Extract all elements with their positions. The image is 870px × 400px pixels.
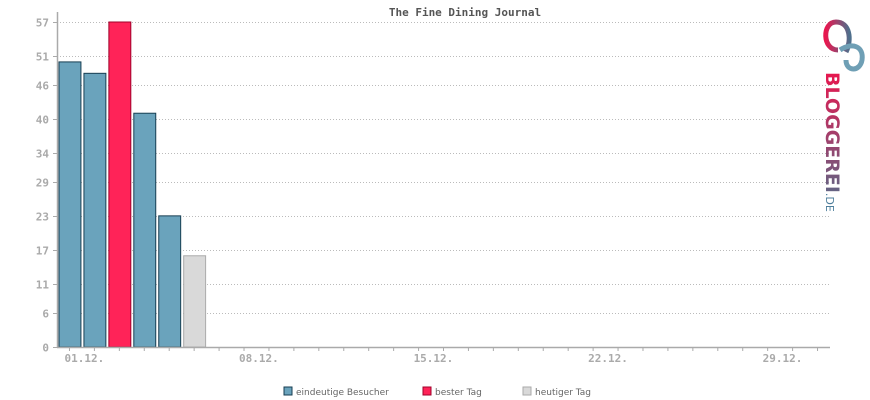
x-tick-label: 29.12. xyxy=(763,352,803,365)
legend-label: heutiger Tag xyxy=(535,388,591,398)
x-tick-label: 15.12. xyxy=(414,352,454,365)
y-tick-label: 46 xyxy=(36,80,50,93)
y-tick-label: 0 xyxy=(42,342,49,355)
legend-swatch xyxy=(422,386,432,396)
x-tick-label: 08.12. xyxy=(239,352,279,365)
y-tick-label: 57 xyxy=(36,17,49,30)
y-tick-label: 29 xyxy=(36,177,49,190)
legend-label: eindeutige Besucher xyxy=(296,388,389,398)
bar-01.12. xyxy=(58,61,82,348)
y-tick-label: 23 xyxy=(36,211,49,224)
y-tick-label: 6 xyxy=(42,308,49,321)
bar-05.12. xyxy=(158,215,182,348)
legend-swatch xyxy=(522,386,532,396)
logo-text: BLOGGEREI.DE xyxy=(821,72,843,212)
y-tick-label: 11 xyxy=(36,279,50,292)
legend-label: bester Tag xyxy=(435,388,482,398)
bar-03.12. xyxy=(108,21,132,348)
y-tick-label: 40 xyxy=(36,114,49,127)
y-tick-label: 34 xyxy=(36,148,50,161)
y-tick-label: 51 xyxy=(36,51,50,64)
x-tick-label: 01.12. xyxy=(64,352,104,365)
bar-04.12. xyxy=(133,112,157,348)
chart-title: The Fine Dining Journal xyxy=(389,6,541,19)
x-tick-label: 22.12. xyxy=(588,352,628,365)
y-tick-label: 17 xyxy=(36,245,49,258)
bar-02.12. xyxy=(83,72,107,348)
bar-06.12. xyxy=(183,255,207,348)
bloggerei-logo: BLOGGEREI.DE xyxy=(821,19,865,212)
legend-swatch xyxy=(283,386,293,396)
